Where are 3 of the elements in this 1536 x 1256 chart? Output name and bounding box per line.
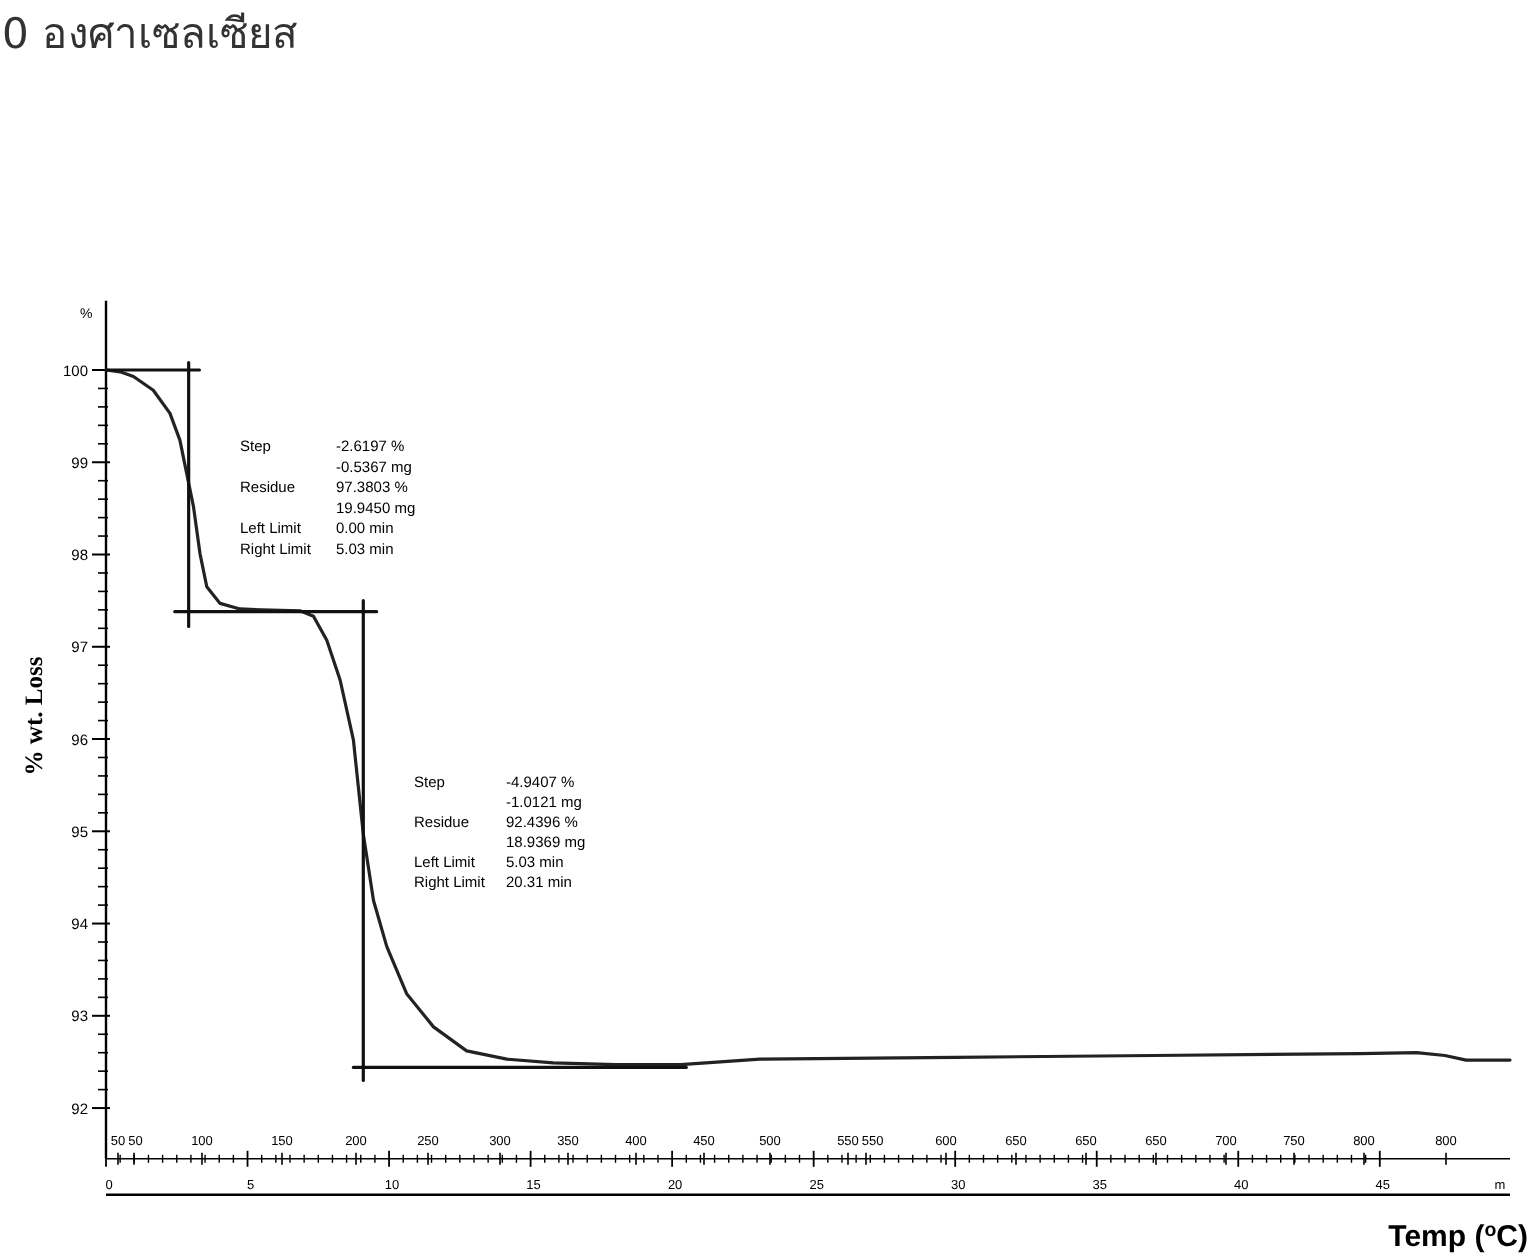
- y-axis-title: % wt. Loss: [20, 656, 48, 776]
- annotation: 0 องศาเซลเซียส: [2, 10, 299, 58]
- annotation: Temp ($^{o}$C): [1388, 1219, 1528, 1254]
